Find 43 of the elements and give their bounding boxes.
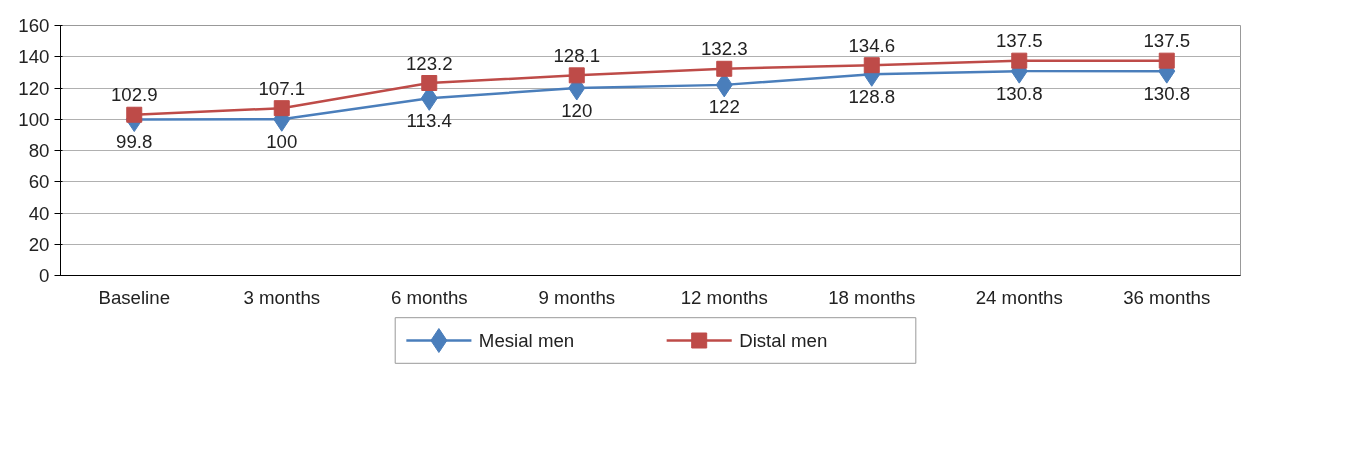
data-label: 128.8 [848,85,896,107]
y-tick-label: 120 [18,77,50,99]
x-tick-label: 36 months [1123,286,1211,308]
data-label: 99.8 [116,131,153,153]
x-tick-label: 6 months [390,286,468,308]
legend-label: Distal men [739,330,828,351]
y-tick-label: 40 [28,202,50,224]
data-label: 130.8 [1143,82,1191,104]
y-tick-label: 100 [18,108,50,130]
x-tick-label: 9 months [538,286,616,308]
y-tick-label: 140 [18,46,50,68]
point [568,67,585,84]
data-label: 128.1 [553,44,601,66]
data-label: 134.6 [848,34,896,56]
data-label: 130.8 [995,82,1043,104]
x-tick-label: 18 months [828,286,916,308]
y-tick-label: 60 [28,171,50,193]
data-label: 137.5 [1143,30,1191,52]
x-tick-label: Baseline [98,286,171,308]
data-label: 120 [561,99,593,121]
point [1011,52,1028,69]
data-label: 113.4 [406,109,452,131]
point [863,57,880,74]
data-label: 107.1 [258,77,306,99]
data-label: 132.3 [700,38,748,60]
y-tick-label: 0 [39,265,50,286]
y-tick-label: 80 [28,140,50,161]
y-tick-label: 20 [28,233,50,255]
x-tick-label: 3 months [243,286,321,308]
legend-label: Mesial men [478,330,575,351]
x-tick-label: 12 months [680,286,768,308]
point [1158,52,1175,69]
y-tick-label: 160 [18,15,50,36]
data-label: 102.9 [110,84,158,106]
point [126,106,143,123]
data-label: 137.5 [995,30,1043,52]
point [716,60,733,77]
data-label: 122 [708,96,740,118]
data-label: 123.2 [405,52,453,74]
x-tick-label: 24 months [975,286,1063,308]
point [273,100,290,117]
point [421,75,438,91]
data-label: 100 [266,130,298,152]
